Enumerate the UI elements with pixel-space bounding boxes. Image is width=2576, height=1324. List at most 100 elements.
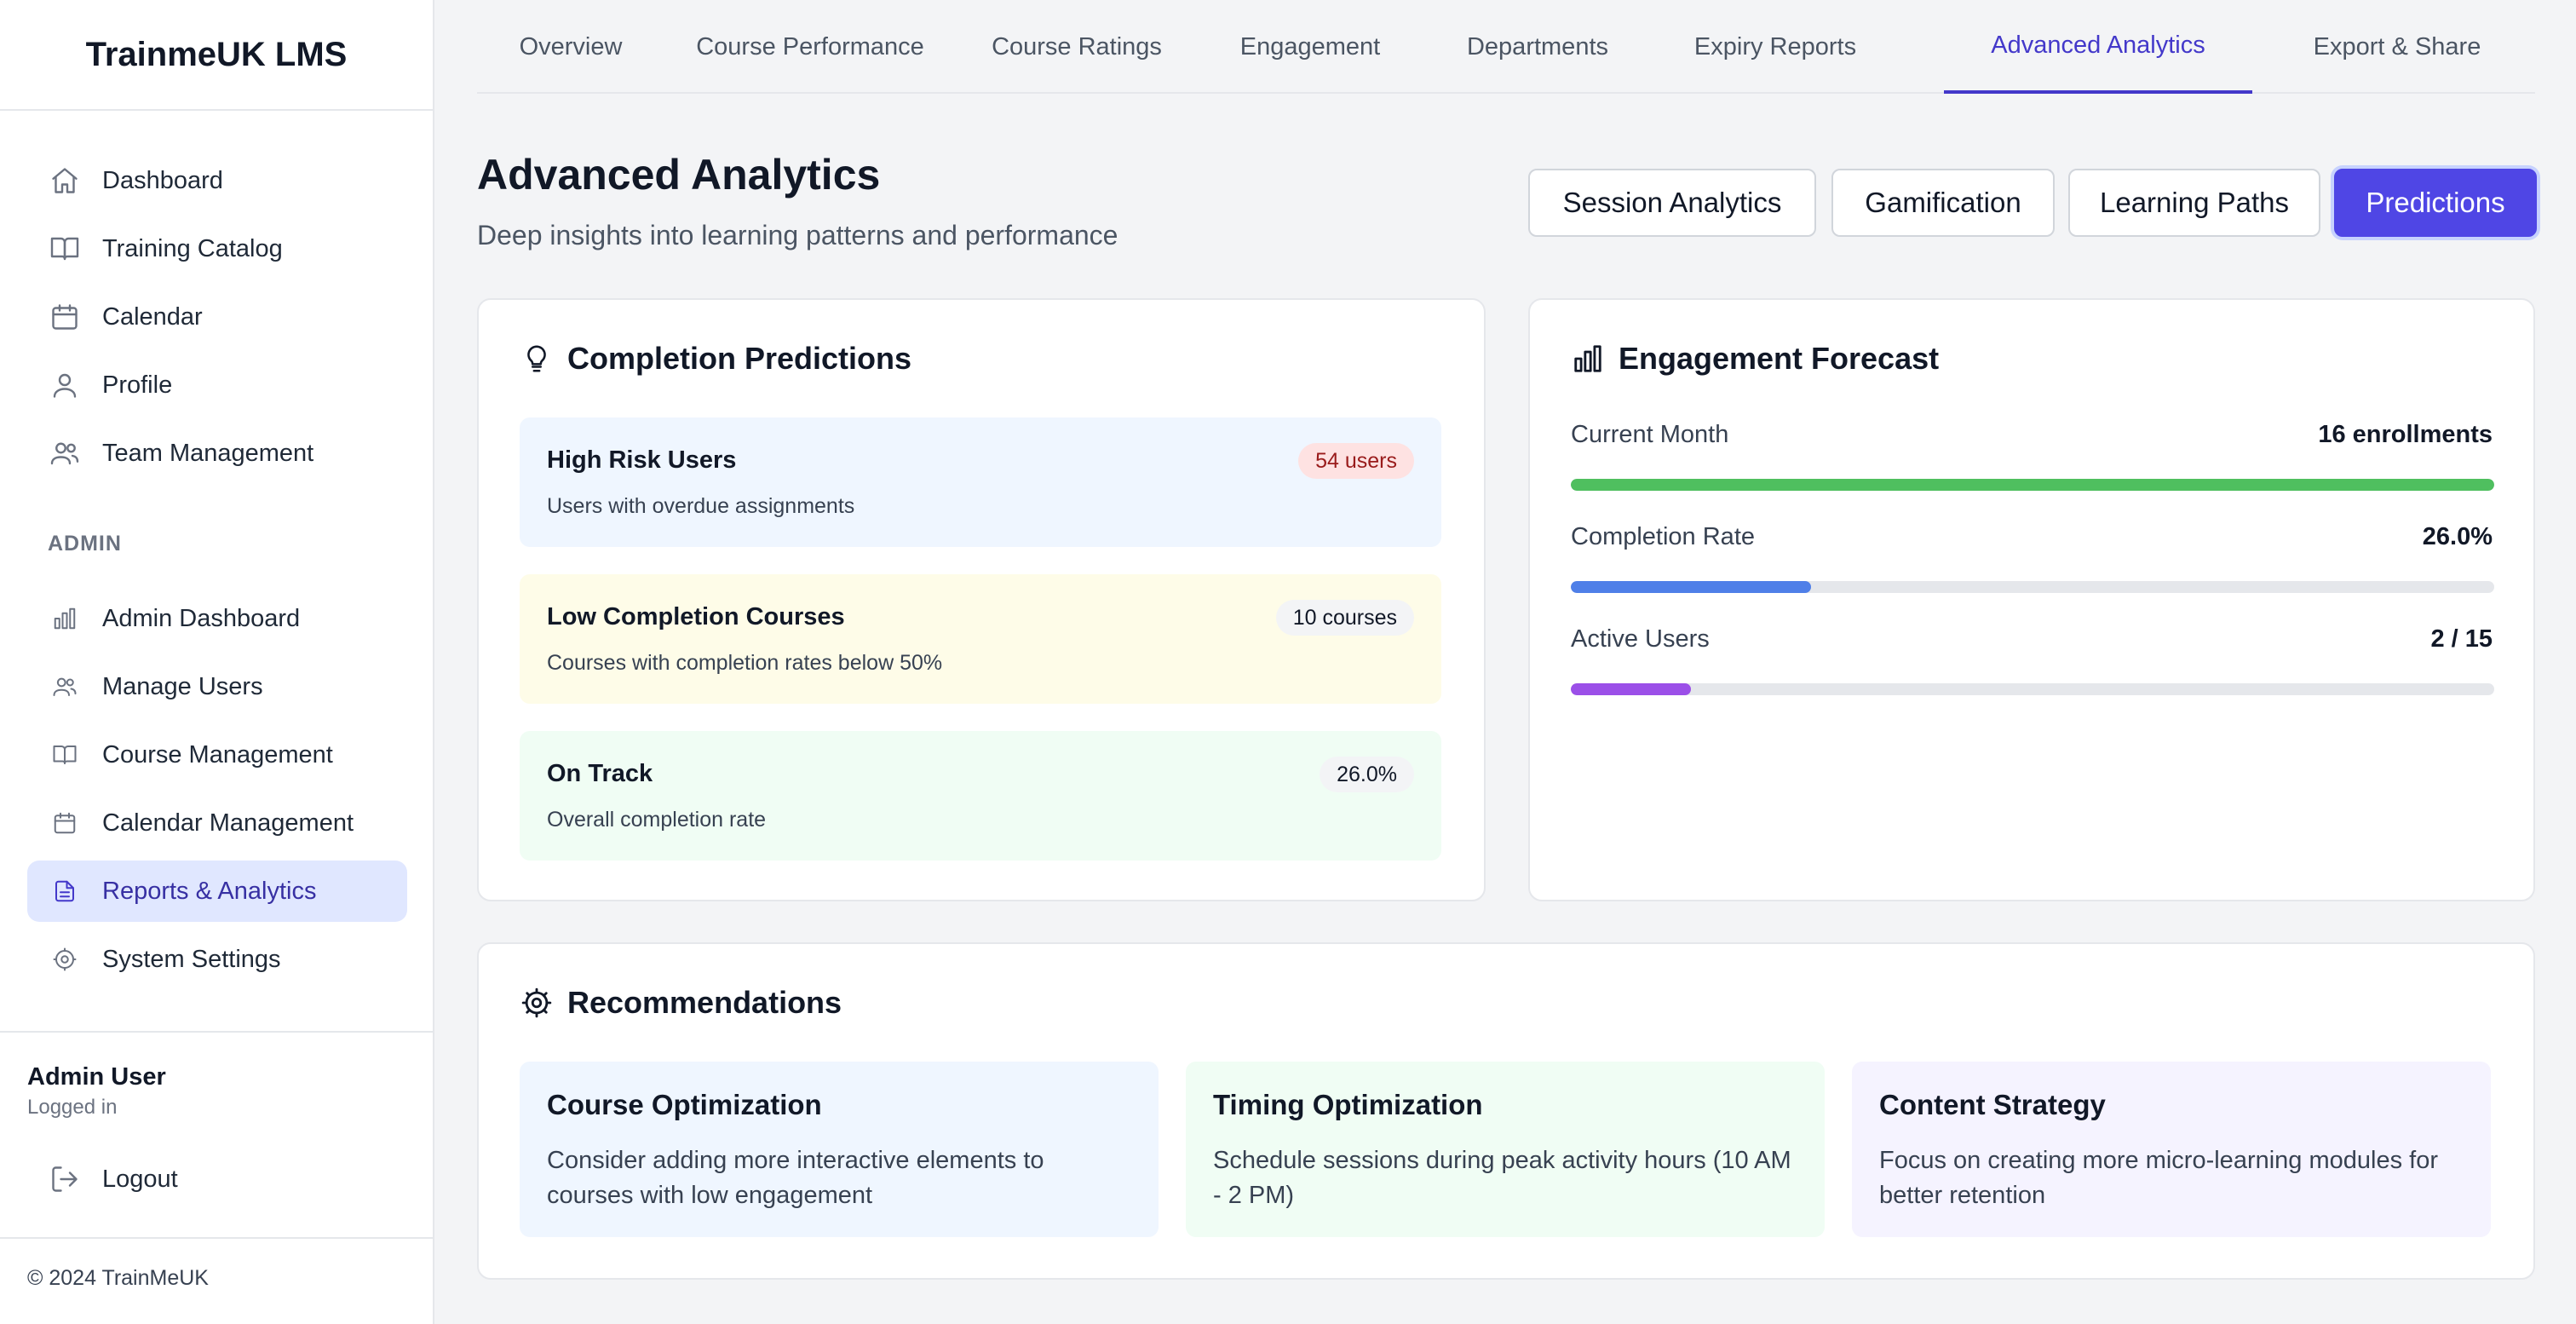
prediction-label: Low Completion Courses bbox=[547, 603, 845, 630]
sidebar-item-label: Training Catalog bbox=[102, 234, 283, 262]
sidebar-item-system-settings[interactable]: System Settings bbox=[27, 929, 407, 990]
settings-icon bbox=[520, 986, 554, 1020]
card-title-text: Engagement Forecast bbox=[1619, 341, 1940, 376]
recommendation-item: Course Optimization Consider adding more… bbox=[520, 1062, 1159, 1237]
tab-course-ratings[interactable]: Course Ratings bbox=[992, 32, 1162, 60]
recommendation-title: Timing Optimization bbox=[1213, 1089, 1483, 1120]
card-title-text: Completion Predictions bbox=[567, 341, 912, 376]
settings-icon bbox=[48, 942, 82, 976]
gamification-button[interactable]: Gamification bbox=[1831, 169, 2055, 237]
forecast-label: Active Users bbox=[1571, 625, 1710, 653]
forecast-progress-fill bbox=[1571, 479, 2494, 491]
sidebar-divider bbox=[0, 1237, 434, 1239]
sidebar: TrainmeUK LMS Dashboard Training Catalog… bbox=[0, 0, 434, 1324]
card-title: Completion Predictions bbox=[520, 341, 911, 377]
bar-chart-icon bbox=[48, 602, 82, 636]
forecast-value: 2 / 15 bbox=[2430, 625, 2493, 653]
prediction-badge: 10 courses bbox=[1275, 600, 1414, 636]
sidebar-item-calendar[interactable]: Calendar bbox=[27, 286, 407, 348]
user-icon bbox=[48, 368, 82, 402]
forecast-label: Current Month bbox=[1571, 421, 1729, 448]
recommendation-item: Content Strategy Focus on creating more … bbox=[1852, 1062, 2491, 1237]
recommendation-text: Consider adding more interactive element… bbox=[547, 1147, 1044, 1209]
calendar-icon bbox=[48, 300, 82, 334]
forecast-value: 16 enrollments bbox=[2318, 421, 2493, 448]
logout-button[interactable]: Logout bbox=[27, 1148, 407, 1210]
sidebar-item-label: Calendar bbox=[102, 302, 203, 331]
forecast-progress-fill bbox=[1571, 683, 1691, 695]
lightbulb-icon bbox=[520, 342, 554, 376]
sidebar-item-course-management[interactable]: Course Management bbox=[27, 724, 407, 786]
tab-advanced-analytics[interactable]: Advanced Analytics bbox=[1944, 0, 2252, 94]
sidebar-item-label: Calendar Management bbox=[102, 809, 354, 837]
sidebar-divider bbox=[0, 1031, 434, 1033]
sidebar-item-label: Reports & Analytics bbox=[102, 877, 317, 905]
tab-departments[interactable]: Departments bbox=[1466, 32, 1608, 60]
sidebar-item-label: Team Management bbox=[102, 439, 314, 467]
forecast-value: 26.0% bbox=[2422, 523, 2493, 550]
learning-paths-button[interactable]: Learning Paths bbox=[2068, 169, 2320, 237]
bar-chart-icon bbox=[1571, 342, 1605, 376]
engagement-forecast-card: Engagement Forecast Current Month 16 enr… bbox=[1528, 298, 2535, 901]
page-title: Advanced Analytics bbox=[477, 151, 881, 199]
recommendation-title: Course Optimization bbox=[547, 1089, 822, 1120]
sidebar-item-manage-users[interactable]: Manage Users bbox=[27, 656, 407, 717]
prediction-badge: 26.0% bbox=[1320, 757, 1414, 792]
sidebar-item-label: Dashboard bbox=[102, 166, 223, 194]
calendar-icon bbox=[48, 806, 82, 840]
forecast-progress-fill bbox=[1571, 581, 1811, 593]
tab-expiry-reports[interactable]: Expiry Reports bbox=[1693, 32, 1857, 60]
tab-export-share[interactable]: Export & Share bbox=[2313, 32, 2481, 60]
home-icon bbox=[48, 164, 82, 198]
forecast-progress-track bbox=[1571, 479, 2494, 491]
prediction-desc: Courses with completion rates below 50% bbox=[547, 651, 943, 675]
prediction-desc: Overall completion rate bbox=[547, 808, 767, 832]
copyright: © 2024 TrainMeUK bbox=[27, 1266, 209, 1290]
prediction-on-track: On Track Overall completion rate 26.0% bbox=[520, 731, 1441, 861]
recommendation-item: Timing Optimization Schedule sessions du… bbox=[1186, 1062, 1825, 1237]
completion-predictions-card: Completion Predictions High Risk Users U… bbox=[477, 298, 1486, 901]
forecast-label: Completion Rate bbox=[1571, 523, 1755, 550]
recommendation-title: Content Strategy bbox=[1879, 1089, 2106, 1120]
sidebar-item-label: Manage Users bbox=[102, 672, 263, 700]
sidebar-item-label: System Settings bbox=[102, 945, 281, 973]
session-analytics-button[interactable]: Session Analytics bbox=[1528, 169, 1816, 237]
card-title: Recommendations bbox=[520, 985, 842, 1021]
recommendation-text: Focus on creating more micro-learning mo… bbox=[1879, 1147, 2438, 1209]
logout-icon bbox=[48, 1162, 82, 1196]
sidebar-item-label: Profile bbox=[102, 371, 173, 399]
tab-engagement[interactable]: Engagement bbox=[1239, 32, 1381, 60]
sidebar-item-team-management[interactable]: Team Management bbox=[27, 423, 407, 484]
prediction-desc: Users with overdue assignments bbox=[547, 494, 855, 518]
users-icon bbox=[48, 670, 82, 704]
sidebar-item-dashboard[interactable]: Dashboard bbox=[27, 150, 407, 211]
sidebar-item-label: Course Management bbox=[102, 740, 333, 768]
prediction-high-risk: High Risk Users Users with overdue assig… bbox=[520, 417, 1441, 547]
user-status: Logged in bbox=[27, 1096, 118, 1119]
sidebar-item-profile[interactable]: Profile bbox=[27, 354, 407, 416]
forecast-progress-track bbox=[1571, 581, 2494, 593]
admin-section-label: ADMIN bbox=[48, 532, 122, 556]
prediction-label: On Track bbox=[547, 760, 653, 787]
sidebar-item-admin-dashboard[interactable]: Admin Dashboard bbox=[27, 588, 407, 649]
sidebar-item-calendar-management[interactable]: Calendar Management bbox=[27, 792, 407, 854]
prediction-low-completion: Low Completion Courses Courses with comp… bbox=[520, 574, 1441, 704]
logout-label: Logout bbox=[102, 1165, 178, 1193]
sidebar-item-label: Admin Dashboard bbox=[102, 604, 301, 632]
recommendations-card: Recommendations Course Optimization Cons… bbox=[477, 942, 2535, 1280]
file-text-icon bbox=[48, 874, 82, 908]
book-icon bbox=[48, 738, 82, 772]
report-tabs: Overview Course Performance Course Ratin… bbox=[477, 0, 2535, 94]
sidebar-item-reports-analytics[interactable]: Reports & Analytics bbox=[27, 861, 407, 922]
users-icon bbox=[48, 436, 82, 470]
prediction-badge: 54 users bbox=[1298, 443, 1414, 479]
predictions-button[interactable]: Predictions bbox=[2334, 169, 2537, 237]
sidebar-item-training-catalog[interactable]: Training Catalog bbox=[27, 218, 407, 279]
page-subtitle: Deep insights into learning patterns and… bbox=[477, 220, 1118, 250]
user-name: Admin User bbox=[27, 1063, 166, 1091]
prediction-label: High Risk Users bbox=[547, 446, 737, 474]
tab-course-performance[interactable]: Course Performance bbox=[696, 32, 924, 60]
forecast-progress-track bbox=[1571, 683, 2494, 695]
recommendation-text: Schedule sessions during peak activity h… bbox=[1213, 1147, 1791, 1209]
tab-overview[interactable]: Overview bbox=[519, 32, 623, 60]
